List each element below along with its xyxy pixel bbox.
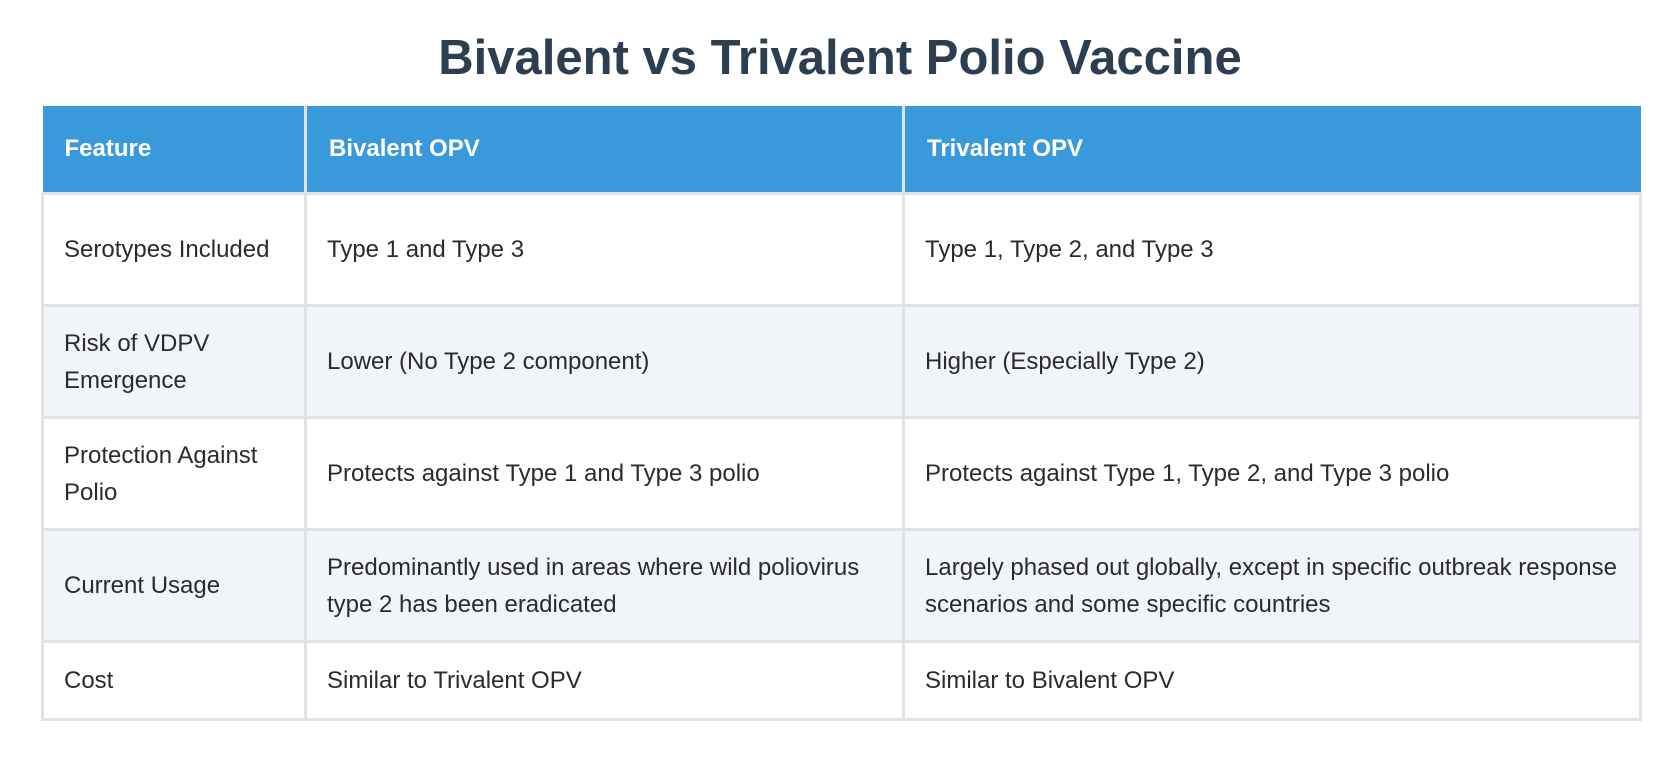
comparison-table-container: Feature Bivalent OPV Trivalent OPV Serot… xyxy=(41,106,1642,721)
feature-cell: Current Usage xyxy=(41,528,307,643)
header-trivalent-opv: Trivalent OPV xyxy=(902,106,1641,195)
feature-cell: Serotypes Included xyxy=(41,192,307,307)
bivalent-cell: Type 1 and Type 3 xyxy=(304,192,905,307)
feature-cell: Risk of VDPV Emergence xyxy=(41,304,307,419)
page-title: Bivalent vs Trivalent Polio Vaccine xyxy=(438,31,1242,85)
bivalent-cell: Similar to Trivalent OPV xyxy=(304,640,905,721)
table-row: Serotypes Included Type 1 and Type 3 Typ… xyxy=(41,192,1642,307)
trivalent-cell: Protects against Type 1, Type 2, and Typ… xyxy=(902,416,1642,531)
trivalent-cell: Type 1, Type 2, and Type 3 xyxy=(902,192,1642,307)
table-row: Cost Similar to Trivalent OPV Similar to… xyxy=(41,640,1642,721)
header-row: Feature Bivalent OPV Trivalent OPV xyxy=(42,106,1641,195)
bivalent-cell: Predominantly used in areas where wild p… xyxy=(304,528,905,643)
trivalent-cell: Higher (Especially Type 2) xyxy=(902,304,1642,419)
table-row: Protection Against Polio Protects agains… xyxy=(41,416,1642,531)
bivalent-cell: Protects against Type 1 and Type 3 polio xyxy=(304,416,905,531)
feature-cell: Protection Against Polio xyxy=(41,416,307,531)
table-header: Feature Bivalent OPV Trivalent OPV xyxy=(42,106,1641,195)
comparison-table: Feature Bivalent OPV Trivalent OPV Serot… xyxy=(41,106,1642,721)
header-bivalent-opv: Bivalent OPV xyxy=(304,106,905,195)
table-body: Serotypes Included Type 1 and Type 3 Typ… xyxy=(41,192,1642,721)
header-feature: Feature xyxy=(42,106,307,195)
table-row: Risk of VDPV Emergence Lower (No Type 2 … xyxy=(41,304,1642,419)
trivalent-cell: Similar to Bivalent OPV xyxy=(902,640,1642,721)
bivalent-cell: Lower (No Type 2 component) xyxy=(304,304,905,419)
trivalent-cell: Largely phased out globally, except in s… xyxy=(902,528,1642,643)
table-row: Current Usage Predominantly used in area… xyxy=(41,528,1642,643)
feature-cell: Cost xyxy=(41,640,307,721)
